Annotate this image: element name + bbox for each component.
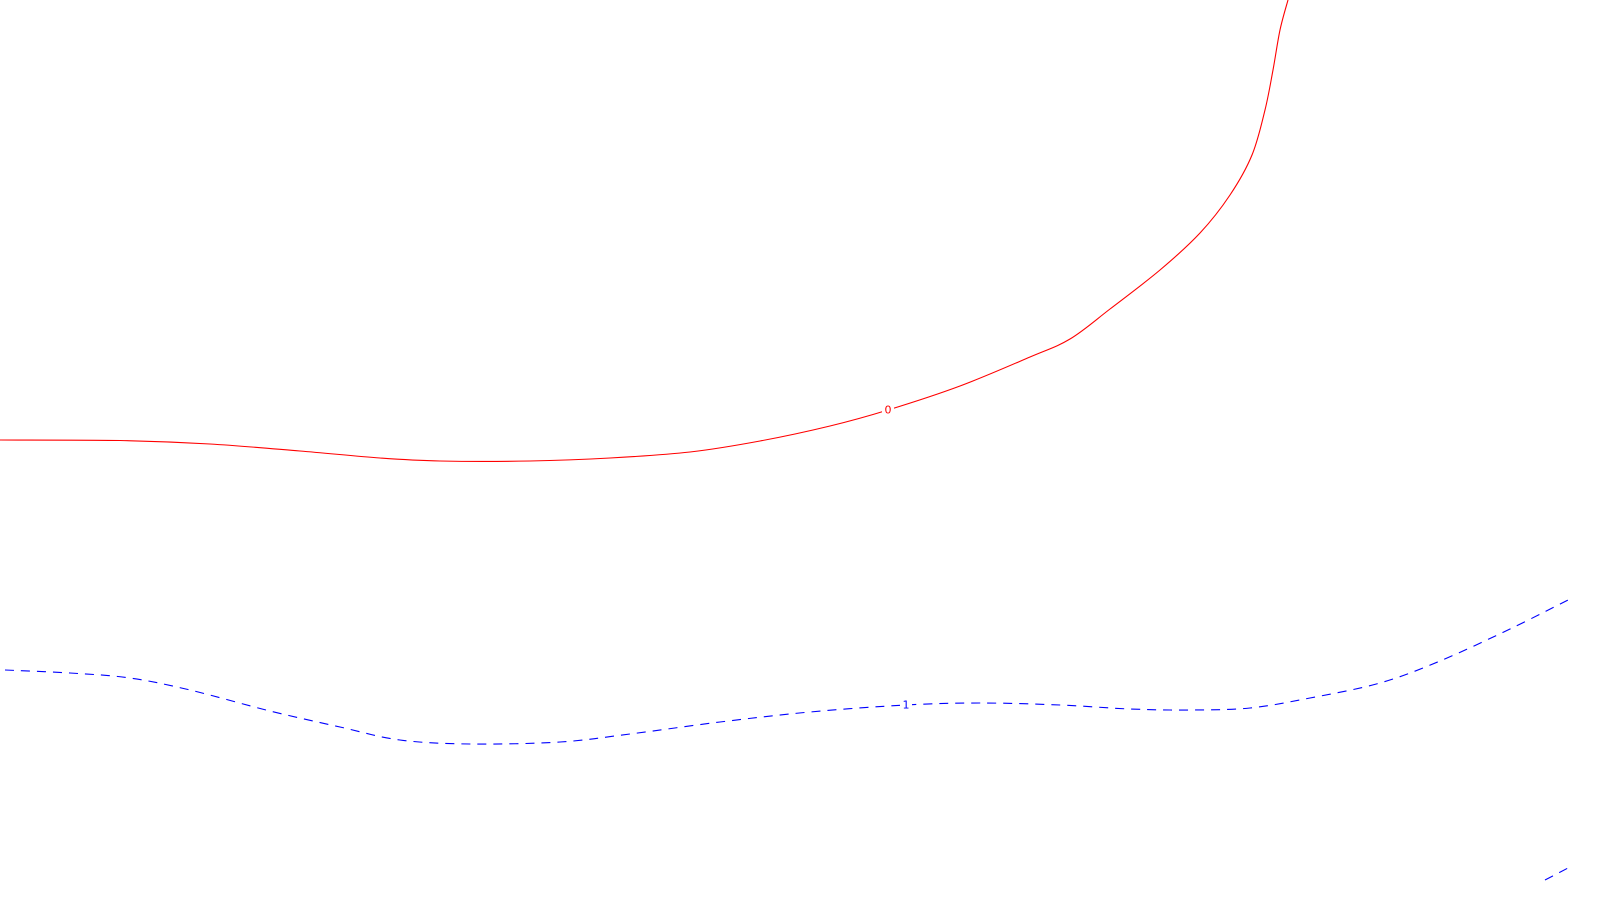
contour-label-background <box>882 403 894 417</box>
contour-labels: 01 <box>882 403 912 712</box>
contour-lines <box>0 0 1569 881</box>
contour-label-background <box>900 698 912 712</box>
contour-label-1: 1 <box>903 699 910 712</box>
contour-line-1 <box>4 599 1569 745</box>
contour-line-0 <box>0 0 1289 462</box>
contour-label-0: 0 <box>885 404 892 417</box>
contour-line-segment-2 <box>1544 867 1569 881</box>
